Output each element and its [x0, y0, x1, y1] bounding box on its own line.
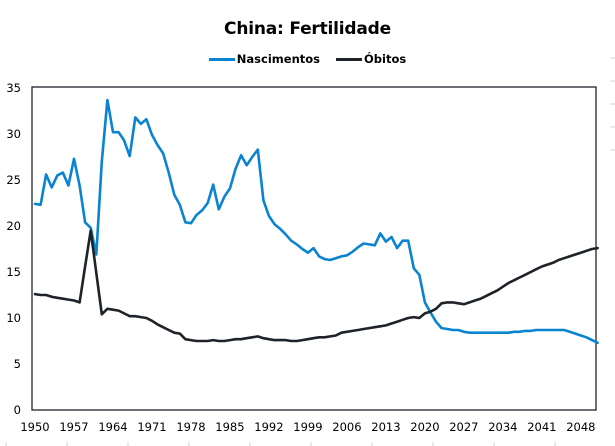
y-tick-label: 10	[6, 311, 21, 325]
legend-swatch-obitos	[336, 57, 362, 61]
x-tick-label: 1971	[137, 420, 166, 434]
y-tick-label: 25	[6, 173, 21, 187]
x-tick-label: 1992	[254, 420, 283, 434]
x-tick-label: 1985	[215, 420, 244, 434]
x-tick-label: 2013	[371, 420, 400, 434]
x-tick-label: 2027	[449, 420, 478, 434]
legend-item-nascimentos: Nascimentos	[208, 52, 320, 66]
legend-label-obitos: Óbitos	[364, 52, 407, 66]
series-lines	[33, 98, 599, 345]
series-line-obitos	[33, 229, 599, 343]
legend-item-obitos: Óbitos	[336, 52, 406, 66]
x-axis: 1950 1957 1964 1971 1978 1985 1992 1999 2006 2013…	[20, 420, 595, 434]
x-tick-label: 1978	[176, 420, 205, 434]
x-tick-label: 2041	[527, 420, 556, 434]
y-tick-label: 5	[14, 357, 21, 371]
x-tick-label: 2034	[488, 420, 517, 434]
series-line-nascimentos	[33, 98, 599, 345]
y-axis: 0 5 10 15 20 25 30 35	[6, 81, 21, 417]
x-tick-label: 1999	[293, 420, 322, 434]
x-tick-label: 2020	[410, 420, 439, 434]
y-tick-label: 0	[14, 403, 21, 417]
sheet-gridline-marks	[5, 57, 615, 446]
y-tick-label: 20	[6, 219, 21, 233]
legend: Nascimentos Óbitos	[0, 52, 615, 66]
y-tick-label: 35	[6, 81, 21, 95]
x-tick-label: 1957	[59, 420, 88, 434]
legend-label-nascimentos: Nascimentos	[236, 52, 320, 66]
x-tick-label: 1964	[98, 420, 127, 434]
chart-title: China: Fertilidade	[224, 19, 391, 39]
y-tick-label: 30	[6, 127, 21, 141]
x-tick-label: 1950	[20, 420, 49, 434]
y-tick-label: 15	[6, 265, 21, 279]
x-tick-label: 2006	[332, 420, 361, 434]
x-tick-label: 2048	[566, 420, 595, 434]
legend-swatch-nascimentos	[208, 57, 235, 61]
